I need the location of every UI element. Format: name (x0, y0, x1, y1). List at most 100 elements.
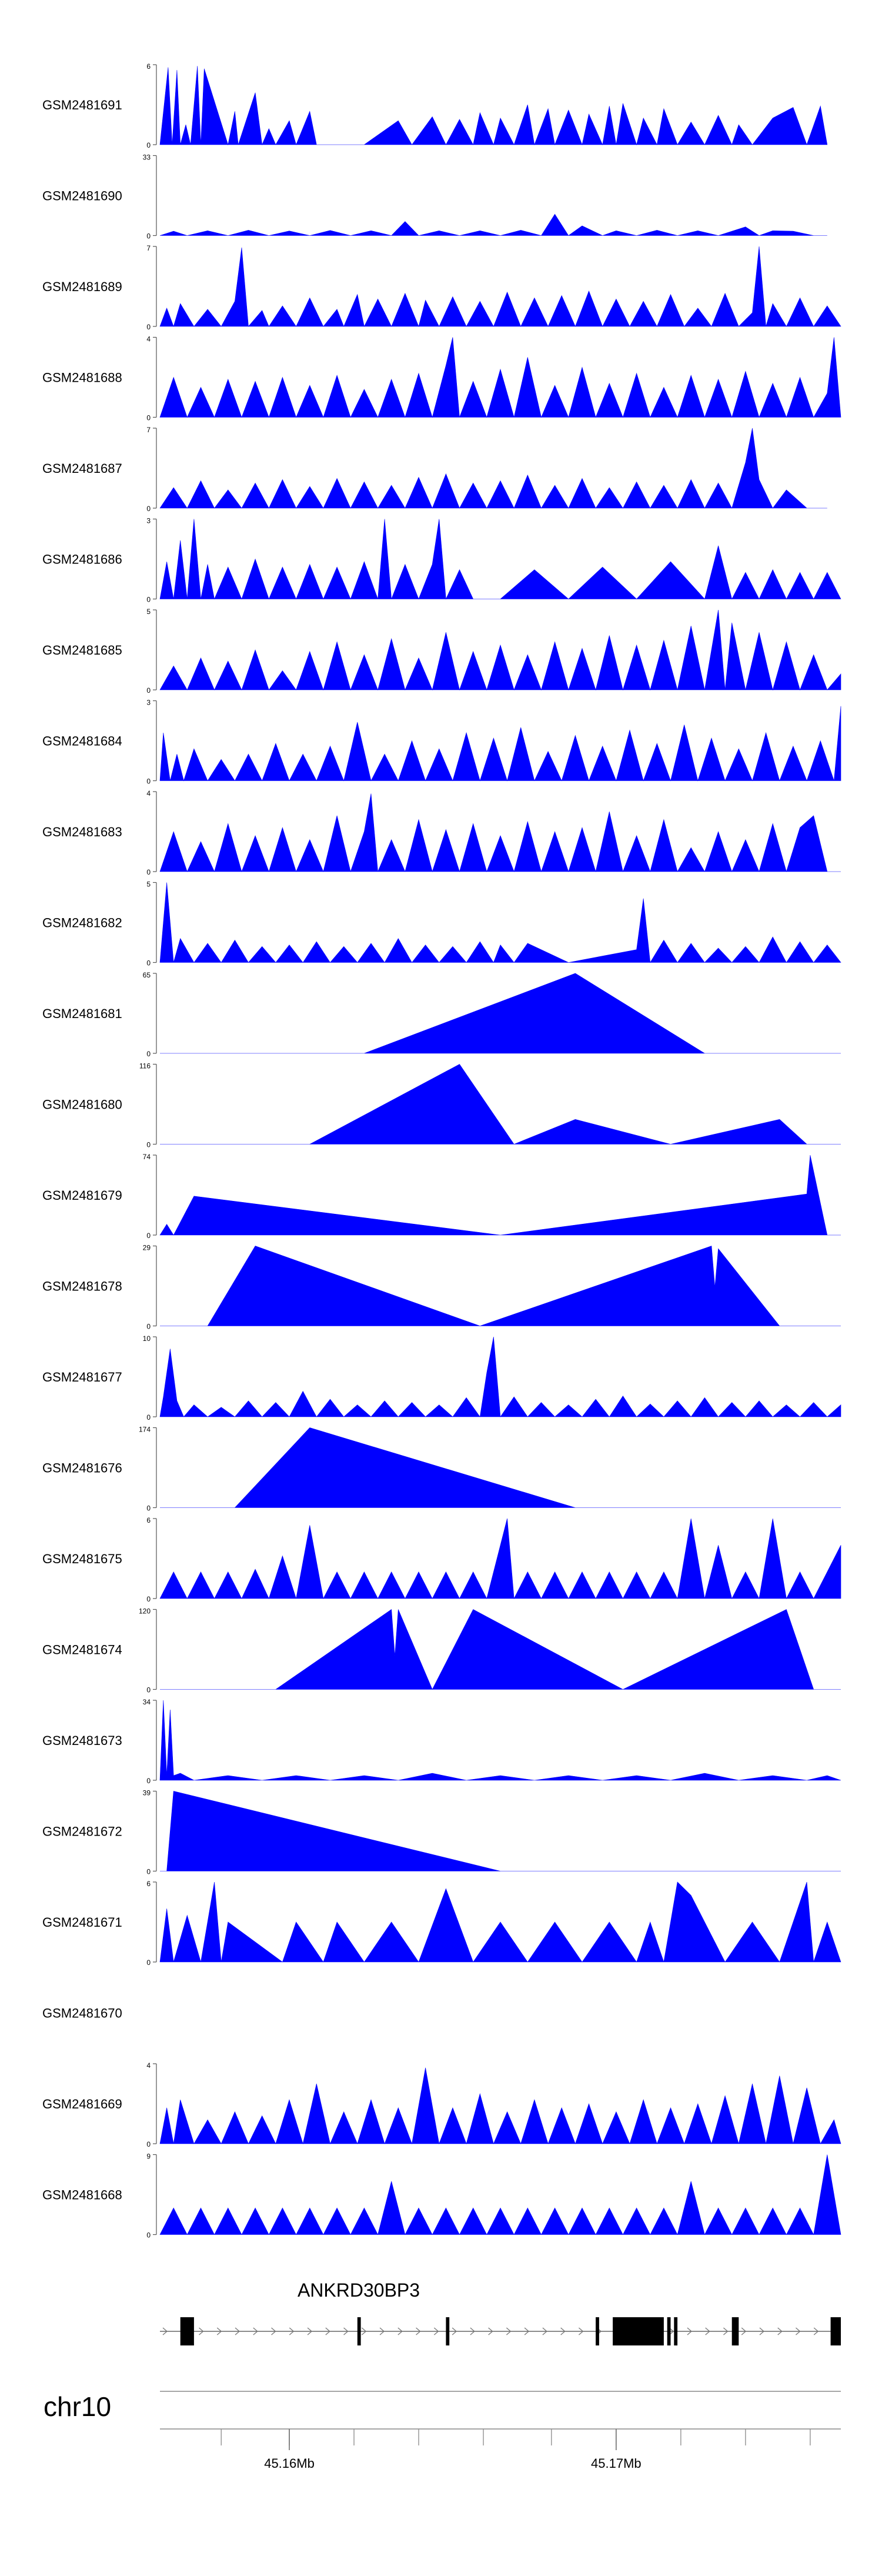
strand-arrow (361, 2327, 367, 2335)
track-ymin-label: 0 (146, 505, 151, 513)
track-ymin-label: 0 (146, 1595, 151, 1603)
coverage-area (159, 1336, 841, 1417)
strand-arrow (379, 2327, 385, 2335)
track-ymax-label: 3 (146, 699, 151, 707)
track-label: GSM2481683 (42, 825, 122, 839)
track-label: GSM2481686 (42, 552, 122, 567)
track-ymax-label: 3 (146, 517, 151, 525)
exon-block (674, 2317, 678, 2345)
track-ymin-label: 0 (146, 232, 151, 241)
strand-arrow (343, 2327, 349, 2335)
track-ymin-label: 0 (146, 1958, 151, 1967)
strand-arrow (307, 2327, 313, 2335)
strand-arrow (669, 2327, 674, 2335)
track-ymin-label: 0 (146, 1504, 151, 1513)
track-ymax-label: 9 (146, 2153, 151, 2161)
strand-arrow (796, 2327, 801, 2335)
track-ymax-label: 65 (143, 971, 151, 979)
coverage-area (160, 1791, 841, 1871)
coverage-area (159, 2154, 841, 2235)
strand-arrow (741, 2327, 747, 2335)
track-ymax-label: 4 (146, 2061, 151, 2070)
chromosome-label: chr10 (44, 2391, 111, 2422)
strand-arrow (705, 2327, 710, 2335)
exon-block (830, 2317, 841, 2345)
coverage-area (159, 337, 841, 418)
strand-arrow (813, 2327, 819, 2335)
track-ymax-label: 34 (143, 1698, 151, 1706)
track-ymax-label: 10 (143, 1334, 151, 1343)
coverage-area (159, 793, 841, 873)
track-label: GSM2481681 (42, 1006, 122, 1021)
track-label: GSM2481675 (42, 1551, 122, 1566)
strand-arrow (289, 2327, 295, 2335)
coverage-area (159, 1154, 841, 1236)
track-label: GSM2481676 (42, 1461, 122, 1476)
track-label: GSM2481668 (42, 2188, 122, 2203)
strand-arrow (560, 2327, 566, 2335)
track-ymin-label: 0 (146, 686, 151, 695)
track-label: GSM2481688 (42, 371, 122, 385)
track-label: GSM2481674 (42, 1643, 122, 1657)
track-ymin-label: 0 (146, 141, 151, 149)
track-ymin-label: 0 (146, 1232, 151, 1240)
strand-arrow (578, 2327, 584, 2335)
strand-arrow (199, 2327, 204, 2335)
track-label: GSM2481670 (42, 2006, 122, 2021)
coverage-area (160, 1609, 841, 1690)
exon-block (596, 2317, 599, 2345)
strand-arrow (325, 2327, 330, 2335)
track-ymax-label: 5 (146, 608, 151, 616)
coverage-area (159, 519, 841, 600)
track-ymax-label: 74 (143, 1153, 151, 1161)
track-label: GSM2481677 (42, 1370, 122, 1384)
track-ymin-label: 0 (146, 1413, 151, 1422)
strand-arrow (777, 2327, 783, 2335)
track-ymin-label: 0 (146, 1777, 151, 1785)
track-ymax-label: 174 (139, 1426, 151, 1434)
strand-arrow (416, 2327, 421, 2335)
track-label: GSM2481669 (42, 2097, 122, 2111)
track-ymax-label: 5 (146, 880, 151, 889)
axis-tick-label: 45.17Mb (591, 2456, 642, 2471)
coverage-area (160, 973, 841, 1054)
track-ymax-label: 33 (143, 154, 151, 162)
track-ymax-label: 6 (146, 1880, 151, 1888)
exon-block (180, 2317, 194, 2345)
exon-block (357, 2317, 361, 2345)
coverage-area (160, 1064, 841, 1144)
coverage-area (160, 1246, 841, 1326)
track-ymin-label: 0 (146, 1323, 151, 1331)
strand-arrow (216, 2327, 222, 2335)
track-label: GSM2481691 (42, 98, 122, 112)
track-ymax-label: 29 (143, 1244, 151, 1252)
strand-arrow (470, 2327, 475, 2335)
coverage-area (159, 213, 827, 236)
exon-block (613, 2317, 664, 2345)
track-ymin-label: 0 (146, 1141, 151, 1149)
track-ymin-label: 0 (146, 1050, 151, 1058)
exon-block (667, 2317, 671, 2345)
track-ymax-label: 4 (146, 335, 151, 343)
track-label: GSM2481671 (42, 1915, 122, 1930)
track-ymax-label: 6 (146, 62, 151, 71)
coverage-area (159, 66, 828, 146)
strand-arrow (687, 2327, 692, 2335)
track-ymin-label: 0 (146, 1868, 151, 1876)
track-ymax-label: 6 (146, 1516, 151, 1524)
coverage-area (159, 706, 841, 782)
coverage-area (159, 1881, 841, 1963)
track-ymax-label: 4 (146, 789, 151, 798)
coverage-area (159, 246, 841, 327)
track-ymin-label: 0 (146, 868, 151, 876)
track-label: GSM2481672 (42, 1824, 122, 1839)
track-ymax-label: 7 (146, 244, 151, 252)
coverage-area (159, 428, 827, 509)
strand-arrow (452, 2327, 457, 2335)
coverage-area (159, 2067, 841, 2145)
track-ymin-label: 0 (146, 596, 151, 604)
strand-arrow (759, 2327, 764, 2335)
track-label: GSM2481684 (42, 734, 122, 749)
axis-tick-label: 45.16Mb (264, 2456, 315, 2471)
